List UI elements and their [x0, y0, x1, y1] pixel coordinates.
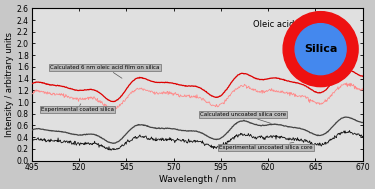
Text: Oleic acid: Oleic acid [253, 20, 320, 40]
Text: Experimental uncoated silica core: Experimental uncoated silica core [219, 142, 313, 150]
Circle shape [295, 24, 346, 75]
Text: Experimental coated silica: Experimental coated silica [41, 104, 114, 112]
Text: Silica: Silica [304, 44, 338, 54]
Text: Calculated 6 nm oleic acid film on silica: Calculated 6 nm oleic acid film on silic… [51, 65, 160, 78]
Circle shape [283, 12, 358, 87]
Y-axis label: Intensity / arbitrary units: Intensity / arbitrary units [5, 32, 14, 137]
X-axis label: Wavelength / nm: Wavelength / nm [159, 175, 236, 184]
Text: Calculated uncoated silica core: Calculated uncoated silica core [200, 112, 286, 123]
